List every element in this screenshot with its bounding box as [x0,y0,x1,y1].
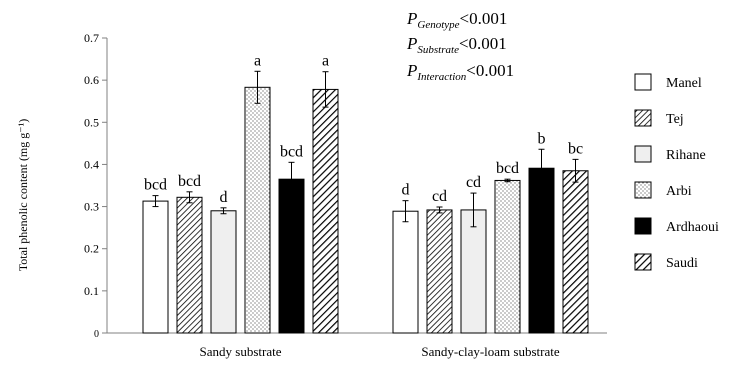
p-value-line: PInteraction<0.001 [406,61,514,83]
legend: Manel Tej Rihane Arbi Ardhaoui Saudi [634,73,719,271]
bar-rihane-2 [460,209,487,334]
legend-item: Manel [634,73,702,91]
error-bar [322,71,329,108]
error-bar [254,70,261,104]
x-category-label: Sandy-clay-loam substrate [421,344,559,359]
error-bar [572,158,579,183]
legend-item: Saudi [634,253,698,271]
significance-letter: cd [466,174,481,191]
error-bar [436,206,443,214]
legend-item: Arbi [634,181,692,199]
bar-arbi-2 [494,179,521,334]
significance-letter: bcd [144,177,167,194]
significance-letter: d [220,189,228,206]
y-tick-label: 0.2 [84,242,99,256]
bar-saudi-2 [562,170,589,334]
bar-manel-2 [392,210,419,334]
y-tick-label: 0.4 [84,157,99,171]
significance-letter: bcd [496,160,519,177]
p-value-annotation: PGenotype<0.001 PSubstrate<0.001 PInteract… [406,9,514,83]
p-value-line: PSubstrate<0.001 [406,34,507,56]
y-tick-label: 0.3 [84,200,99,214]
legend-item: Rihane [634,145,706,163]
error-bar [504,178,511,183]
y-tick-label: 0.6 [84,73,99,87]
y-tick-label: 0 [94,329,99,340]
y-axis-label: Total phenolic content (mg g⁻¹) [16,119,30,271]
error-bar [220,207,227,215]
bar-ardhaoui-1 [278,178,305,334]
error-bar [288,161,295,197]
bar-rihane-1 [210,210,237,334]
p-value-line: PGenotype<0.001 [406,9,507,31]
x-category-label: Sandy substrate [200,344,282,359]
legend-swatch [634,217,652,235]
significance-letter: b [538,130,546,147]
bar-arbi-1 [244,86,271,334]
bar-tej-1 [176,196,203,334]
legend-swatch [634,181,652,199]
bar-saudi-1 [312,88,339,334]
error-bars [152,70,579,228]
legend-item: Ardhaoui [634,217,719,235]
legend-swatch [634,109,652,127]
bar-ardhaoui-2 [528,167,555,334]
legend-swatch [634,145,652,163]
bars [142,86,589,334]
bar-manel-1 [142,200,169,334]
y-tick-label: 0.5 [84,115,99,129]
error-bar [152,195,159,208]
significance-letter: a [322,53,329,70]
significance-letter: bcd [280,143,303,160]
significance-letter: a [254,52,261,69]
x-category-labels: Sandy substrate Sandy-clay-loam substrate [200,344,560,359]
error-bar [470,192,477,228]
legend-label: Manel [666,76,702,91]
significance-letter: bc [568,140,583,157]
y-tick-label: 0.7 [84,31,99,45]
y-ticks: 0 0.1 0.2 0.3 0.4 0.5 0.6 0.7 [84,31,107,340]
legend-swatch [634,73,652,91]
legend-label: Ardhaoui [666,220,719,235]
significance-letter: d [402,182,410,199]
error-bar [402,200,409,223]
legend-label: Rihane [666,148,706,163]
bar-tej-2 [426,209,453,334]
legend-item: Tej [634,109,684,127]
y-tick-label: 0.1 [84,284,99,298]
legend-label: Arbi [666,184,692,199]
error-bar [538,148,545,188]
legend-label: Tej [666,112,684,127]
legend-label: Saudi [666,256,698,271]
error-bar [186,191,193,204]
legend-swatch [634,253,652,271]
significance-letter: cd [432,188,447,205]
significance-letter: bcd [178,173,201,190]
